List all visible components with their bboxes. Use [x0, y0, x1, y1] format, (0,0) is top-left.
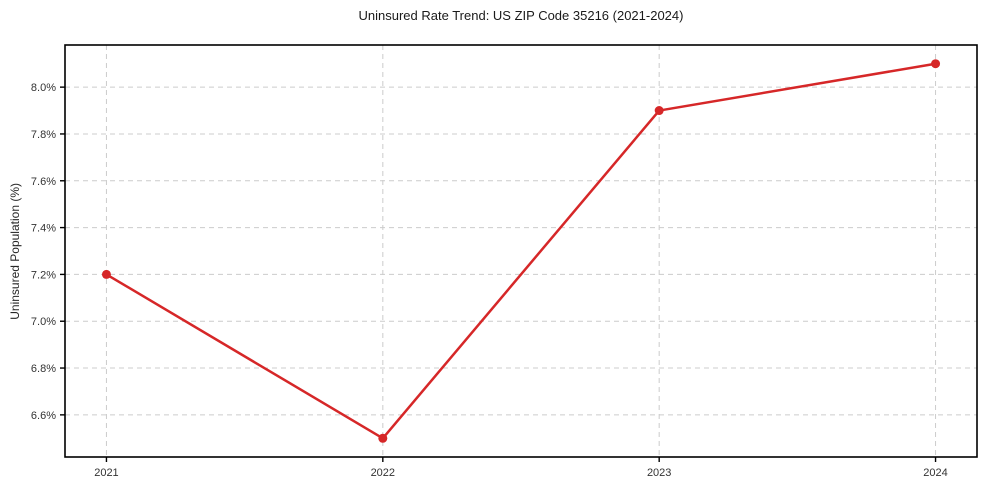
data-point-2023	[654, 106, 664, 116]
data-point-2022	[378, 433, 388, 443]
x-tick-label: 2023	[647, 467, 671, 479]
y-tick-label: 6.8%	[31, 363, 56, 375]
y-tick-label: 7.6%	[31, 176, 56, 188]
data-point-2024	[931, 59, 941, 69]
y-tick-label: 7.0%	[31, 316, 56, 328]
y-tick-label: 7.8%	[31, 129, 56, 141]
plot-border	[64, 44, 978, 458]
y-tick-label: 7.2%	[31, 269, 56, 281]
y-tick-label: 6.6%	[31, 410, 56, 422]
y-tick-label: 8.0%	[31, 82, 56, 94]
data-point-2021	[101, 269, 111, 279]
x-tick-label: 2021	[94, 467, 118, 479]
x-tick-label: 2024	[923, 467, 947, 479]
trend-line	[105, 62, 937, 440]
x-tick-label: 2022	[371, 467, 395, 479]
chart-title: Uninsured Rate Trend: US ZIP Code 35216 …	[358, 8, 684, 23]
y-tick-label: 7.4%	[31, 223, 56, 235]
